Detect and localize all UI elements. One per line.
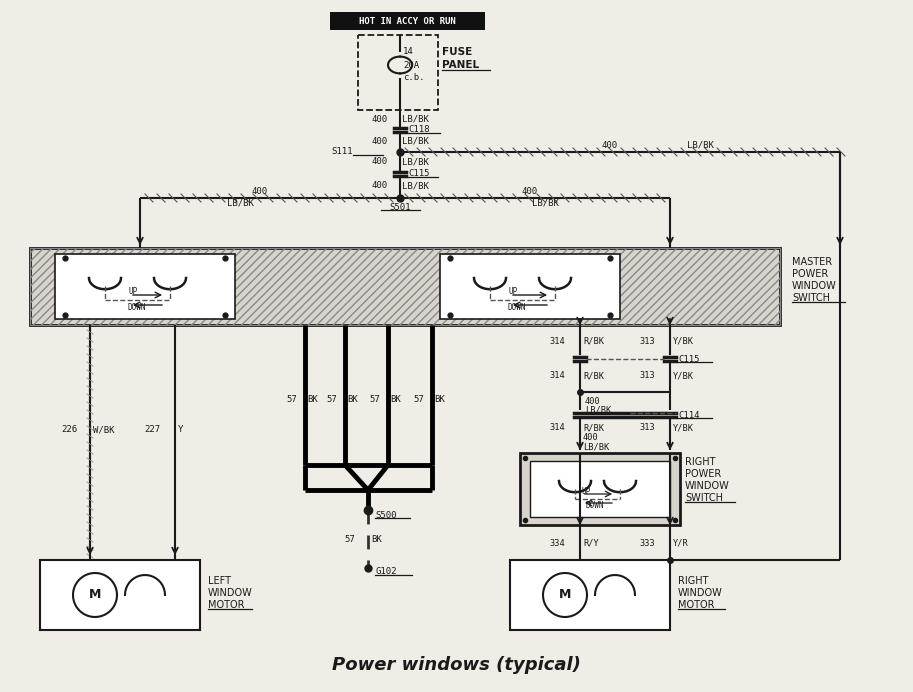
Text: 314: 314 (550, 372, 565, 381)
Bar (330, 12, 485, 30)
Text: S111: S111 (331, 147, 353, 156)
Text: FUSE: FUSE (442, 47, 472, 57)
Text: 400: 400 (372, 114, 388, 123)
Text: BK: BK (434, 396, 445, 405)
Text: WINDOW: WINDOW (678, 588, 723, 598)
Text: LB/BK: LB/BK (585, 406, 611, 415)
Text: MASTER: MASTER (792, 257, 832, 267)
Text: Y/R: Y/R (673, 538, 688, 547)
Text: 57: 57 (414, 396, 424, 405)
Text: 314: 314 (550, 424, 565, 432)
Bar (358, 35, 438, 110)
Text: BK: BK (371, 536, 382, 545)
Bar (40, 560, 200, 630)
Text: G102: G102 (375, 567, 396, 576)
Text: WINDOW: WINDOW (208, 588, 253, 598)
Text: SWITCH: SWITCH (685, 493, 723, 503)
Text: c.b.: c.b. (403, 73, 425, 82)
Bar (30, 248, 780, 325)
Text: Y/BK: Y/BK (673, 372, 694, 381)
Text: 400: 400 (372, 136, 388, 145)
Text: 334: 334 (550, 538, 565, 547)
Text: Y/BK: Y/BK (673, 424, 694, 432)
Text: W/BK: W/BK (93, 426, 114, 435)
Text: S500: S500 (375, 511, 396, 520)
Text: RIGHT: RIGHT (678, 576, 708, 586)
Text: MOTOR: MOTOR (678, 600, 715, 610)
Text: 400: 400 (372, 181, 388, 190)
Text: HOT IN ACCY OR RUN: HOT IN ACCY OR RUN (359, 17, 456, 26)
Text: LB/BK: LB/BK (531, 199, 559, 208)
Text: WINDOW: WINDOW (685, 481, 729, 491)
Text: 400: 400 (585, 397, 601, 406)
Text: R/BK: R/BK (583, 424, 604, 432)
Text: C115: C115 (408, 170, 429, 179)
Text: 400: 400 (252, 187, 268, 196)
Text: BK: BK (347, 396, 358, 405)
Text: Power windows (typical): Power windows (typical) (331, 656, 581, 674)
Text: 57: 57 (369, 396, 380, 405)
Text: LB/BK: LB/BK (402, 181, 429, 190)
Text: PANEL: PANEL (442, 60, 479, 70)
Bar (530, 461, 670, 517)
Text: 333: 333 (639, 538, 655, 547)
Text: BK: BK (390, 396, 401, 405)
Text: C118: C118 (408, 125, 429, 134)
Bar (55, 254, 235, 319)
Text: C114: C114 (678, 410, 699, 419)
Text: BK: BK (307, 396, 318, 405)
Text: LEFT: LEFT (208, 576, 231, 586)
Text: R/BK: R/BK (583, 372, 604, 381)
Text: R/Y: R/Y (583, 538, 599, 547)
Text: UP: UP (582, 486, 592, 495)
Text: 226: 226 (61, 426, 77, 435)
Text: 20A: 20A (403, 62, 419, 71)
Bar (440, 254, 620, 319)
Text: 313: 313 (639, 336, 655, 345)
Text: 400: 400 (583, 433, 599, 442)
Text: 14: 14 (403, 48, 414, 57)
Text: DOWN: DOWN (507, 304, 526, 313)
Bar (30, 248, 780, 325)
Text: MOTOR: MOTOR (208, 600, 245, 610)
Text: M: M (559, 588, 572, 601)
Text: RIGHT: RIGHT (685, 457, 716, 467)
Text: DOWN: DOWN (127, 304, 145, 313)
Text: LB/BK: LB/BK (583, 442, 609, 451)
Text: UP: UP (128, 287, 137, 296)
Text: 400: 400 (522, 187, 538, 196)
Text: 227: 227 (144, 426, 160, 435)
Text: LB/BK: LB/BK (402, 136, 429, 145)
Text: WINDOW: WINDOW (792, 281, 836, 291)
Text: S501: S501 (389, 203, 411, 212)
Text: Y: Y (178, 426, 184, 435)
Text: M: M (89, 588, 101, 601)
Text: LB/BK: LB/BK (687, 140, 713, 149)
Text: LB/BK: LB/BK (402, 114, 429, 123)
Text: Y/BK: Y/BK (673, 336, 694, 345)
Text: 400: 400 (372, 158, 388, 167)
Bar (510, 560, 670, 630)
Text: 313: 313 (639, 424, 655, 432)
Text: POWER: POWER (792, 269, 828, 279)
Text: UP: UP (508, 287, 518, 296)
Text: 314: 314 (550, 336, 565, 345)
Text: C115: C115 (678, 354, 699, 363)
Text: 57: 57 (287, 396, 297, 405)
Text: 57: 57 (344, 536, 355, 545)
Text: LB/BK: LB/BK (226, 199, 254, 208)
Text: 313: 313 (639, 372, 655, 381)
Text: 57: 57 (326, 396, 337, 405)
Text: SWITCH: SWITCH (792, 293, 830, 303)
Text: 400: 400 (602, 140, 618, 149)
Text: DOWN: DOWN (585, 502, 603, 511)
Bar (520, 453, 680, 525)
Text: R/BK: R/BK (583, 336, 604, 345)
Text: POWER: POWER (685, 469, 721, 479)
Text: LB/BK: LB/BK (402, 158, 429, 167)
